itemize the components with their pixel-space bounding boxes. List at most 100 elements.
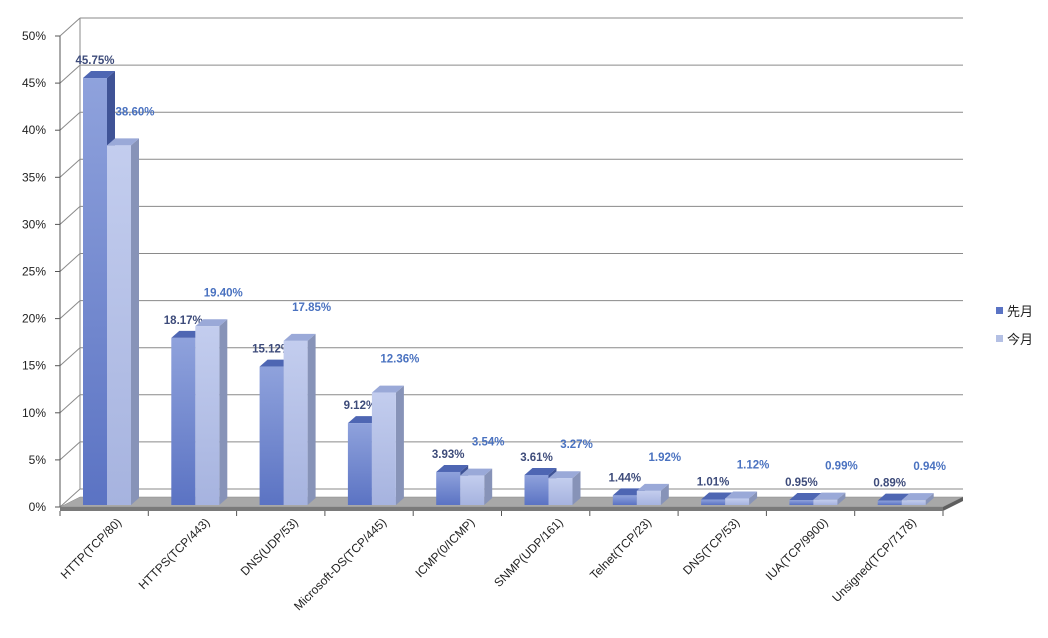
bar-this-month [460,468,493,505]
bar-front [636,490,661,505]
bar-this-month [283,333,316,505]
y-tick-label: 30% [22,217,46,231]
data-label: 9.12% [344,400,377,412]
data-label: 1.12% [737,459,770,471]
bar-side [131,138,139,505]
bar-this-month [901,493,934,505]
x-tick-label: ICMP(0/ICMP) [412,515,477,580]
bar-top [636,483,669,491]
bar-front [259,366,284,505]
bar-side [307,333,316,505]
bar-side [837,492,846,505]
bar-this-month [371,385,404,505]
bar-this-month [725,491,758,505]
bar-top [371,385,404,393]
legend-item-this-month: 今月 [996,324,1033,352]
grid-depth-line [59,441,81,461]
grid-depth-line [59,158,81,178]
y-tick-label: 20% [22,312,46,326]
data-label: 0.94% [913,461,946,473]
bar-front [347,423,372,505]
x-tick-label: SNMP(UDP/161) [491,515,566,590]
data-label: 0.89% [873,478,906,490]
bar-side [572,471,581,505]
bar-side [925,493,934,505]
bar-top [195,319,228,327]
data-label: 0.95% [785,477,818,489]
x-tick-label: DNS(UDP/53) [238,515,301,578]
bar-front [83,78,107,505]
legend-label-last-month: 先月 [1007,304,1034,320]
bar-this-month [107,138,139,505]
x-tick-label: DNS(TCP/53) [680,515,742,577]
y-tick-label: 0% [29,500,47,514]
bar-top [789,493,822,501]
bar-front [612,495,637,505]
bar-front [901,500,926,505]
bar-front [195,326,220,505]
bar-front [789,500,814,505]
grid-depth-line [59,253,81,272]
data-label: 17.85% [292,302,331,314]
data-label: 18.17% [164,315,203,327]
bar-top [725,491,758,499]
y-tick-label: 5% [29,453,47,467]
legend-label-this-month: 今月 [1007,332,1034,348]
y-tick-label: 25% [22,265,46,279]
bar-front [877,500,902,505]
bar-side [219,319,228,505]
bar-front [460,475,485,505]
bar-top [901,493,934,501]
data-label: 1.44% [608,472,641,484]
data-label: 45.75% [75,55,114,67]
bar-this-month [195,319,228,505]
data-label: 3.93% [432,449,465,461]
y-tick-label: 45% [22,76,46,90]
x-tick-label: Telnet(TCP/23) [587,515,654,582]
grid-depth-line [59,300,81,319]
data-label: 3.61% [520,452,553,464]
grid-depth-line [59,394,81,414]
bar-top [283,333,316,341]
x-tick-label: IUA(TCP/9900) [763,515,831,583]
grid-depth-line [59,111,81,131]
data-label: 3.27% [560,439,593,451]
bar-this-month [813,492,846,505]
y-tick-label: 40% [22,123,46,137]
bar-front [813,499,838,505]
bar-top [548,471,581,479]
data-label: 12.36% [380,354,419,366]
bar-front [524,474,549,505]
grid-depth-line [59,347,81,367]
grid-depth-line [59,64,81,84]
y-tick-label: 50% [22,29,46,43]
legend-swatch-last-month [996,306,1003,314]
grid-depth-line [59,488,81,508]
bar-front [436,471,461,505]
bar-side [484,468,493,505]
x-tick-label: HTTP(TCP/80) [58,515,124,581]
x-tick-label: Microsoft-DS(TCP/445) [291,515,389,613]
bar-front [548,478,573,505]
bar-top [813,492,846,500]
floor-side [943,497,963,511]
bar-top [107,138,139,146]
bar-front [107,145,131,505]
y-tick-label: 35% [22,170,46,184]
bar-top [701,492,734,500]
bar-front [701,499,726,505]
grid-depth-line [59,17,81,37]
data-label: 15.12% [252,344,291,356]
data-label: 1.92% [648,452,681,464]
grid-depth-line [59,206,81,225]
bar-this-month [548,471,581,505]
bar-front [283,340,308,505]
data-label: 3.54% [472,437,505,449]
bar-last-month [524,467,557,505]
bar-this-month [636,483,669,505]
bar-top [83,71,115,79]
bar-top [436,464,469,472]
bar-top [524,467,557,475]
